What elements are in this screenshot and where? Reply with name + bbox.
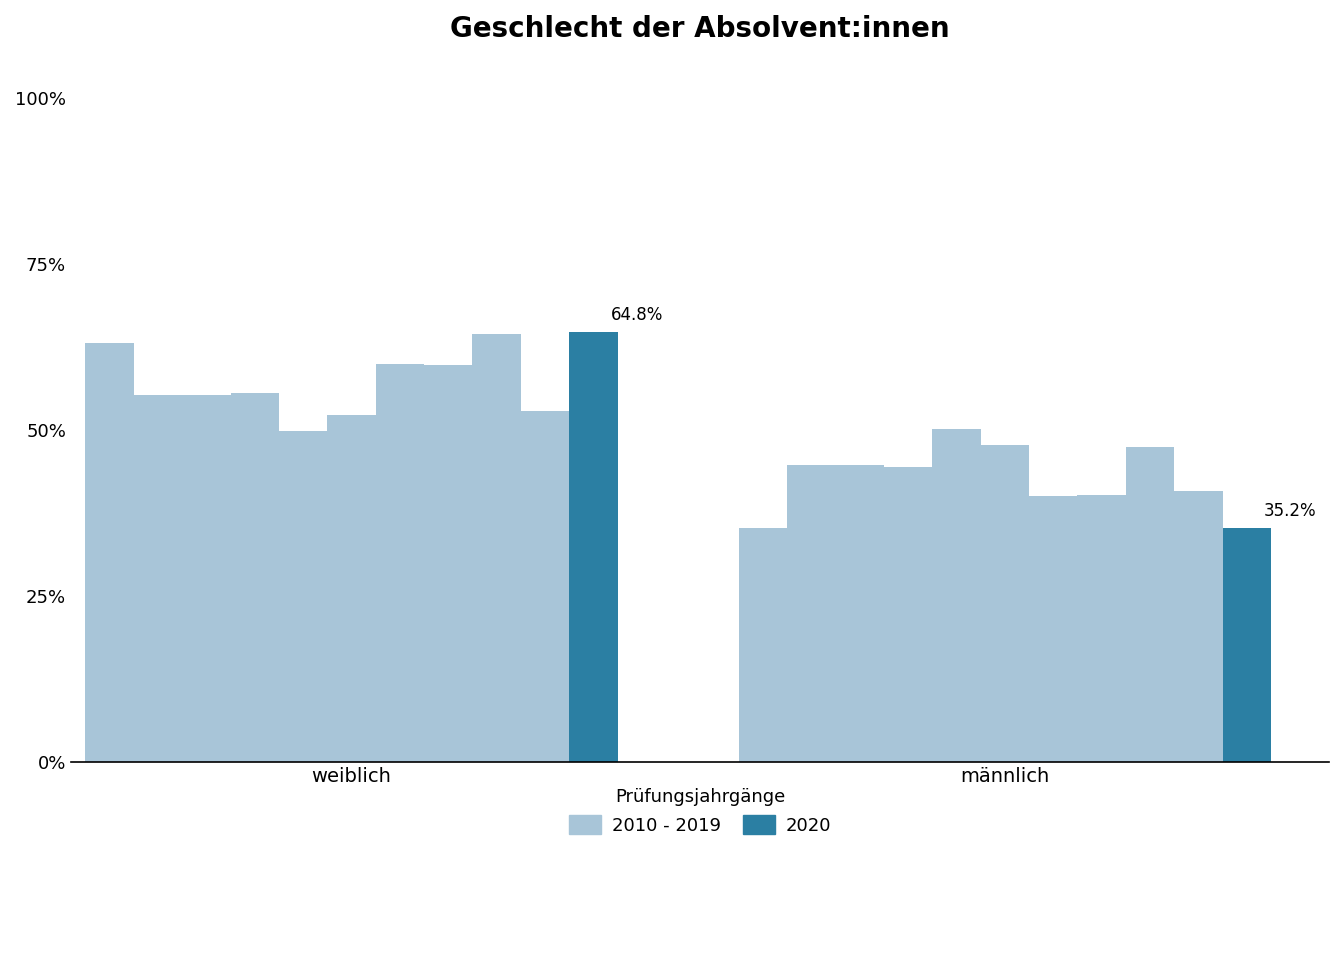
Bar bbox=[1030, 496, 1078, 762]
Bar bbox=[134, 395, 183, 762]
Bar bbox=[1223, 528, 1271, 762]
Bar bbox=[183, 395, 231, 762]
Bar bbox=[376, 364, 425, 762]
Bar bbox=[231, 394, 280, 762]
Bar bbox=[1175, 491, 1223, 762]
Bar bbox=[1126, 447, 1175, 762]
Bar bbox=[739, 528, 788, 762]
Legend: 2010 - 2019, 2020: 2010 - 2019, 2020 bbox=[559, 780, 840, 844]
Bar bbox=[570, 332, 618, 762]
Bar bbox=[425, 365, 473, 762]
Bar bbox=[981, 444, 1030, 762]
Bar bbox=[788, 466, 836, 762]
Bar bbox=[884, 468, 933, 762]
Bar bbox=[280, 431, 328, 762]
Text: 35.2%: 35.2% bbox=[1263, 502, 1316, 520]
Bar bbox=[1078, 495, 1126, 762]
Bar bbox=[521, 411, 570, 762]
Bar bbox=[933, 429, 981, 762]
Bar bbox=[86, 343, 134, 762]
Bar bbox=[836, 466, 884, 762]
Title: Geschlecht der Absolvent:innen: Geschlecht der Absolvent:innen bbox=[450, 15, 950, 43]
Text: 64.8%: 64.8% bbox=[610, 305, 663, 324]
Bar bbox=[473, 334, 521, 762]
Bar bbox=[328, 416, 376, 762]
